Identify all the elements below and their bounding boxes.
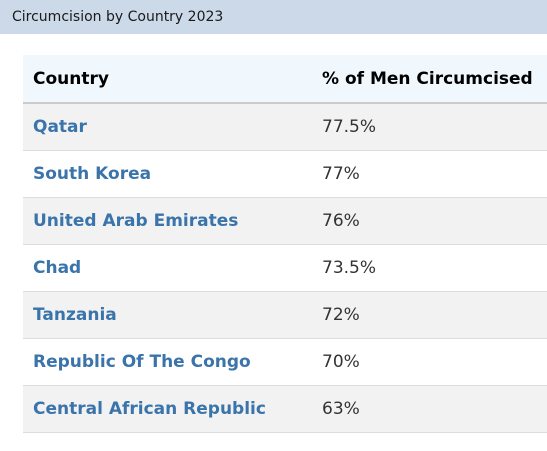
country-link[interactable]: Tanzania <box>23 291 312 339</box>
table-row: Qatar 77.5% <box>23 103 547 151</box>
percent-cell: 77.5% <box>312 103 547 151</box>
data-table-container: Country % of Men Circumcised Qatar 77.5%… <box>23 55 547 433</box>
percent-cell: 73.5% <box>312 244 547 292</box>
percent-cell: 72% <box>312 291 547 339</box>
table-row: Tanzania 72% <box>23 291 547 339</box>
country-link[interactable]: Central African Republic <box>23 385 312 433</box>
data-table: Country % of Men Circumcised Qatar 77.5%… <box>23 55 547 433</box>
column-header-country[interactable]: Country <box>23 55 312 104</box>
percent-cell: 70% <box>312 338 547 386</box>
table-row: Chad 73.5% <box>23 244 547 292</box>
column-header-percent[interactable]: % of Men Circumcised <box>312 55 547 104</box>
country-link[interactable]: Qatar <box>23 103 312 151</box>
table-header-row: Country % of Men Circumcised <box>23 55 547 104</box>
table-row: Central African Republic 63% <box>23 385 547 433</box>
country-link[interactable]: United Arab Emirates <box>23 197 312 245</box>
percent-cell: 63% <box>312 385 547 433</box>
country-link[interactable]: Chad <box>23 244 312 292</box>
country-link[interactable]: South Korea <box>23 150 312 198</box>
title-bar: Circumcision by Country 2023 <box>0 0 547 34</box>
percent-cell: 77% <box>312 150 547 198</box>
table-row: South Korea 77% <box>23 150 547 198</box>
table-row: Republic Of The Congo 70% <box>23 338 547 386</box>
percent-cell: 76% <box>312 197 547 245</box>
page-title: Circumcision by Country 2023 <box>12 9 224 25</box>
country-link[interactable]: Republic Of The Congo <box>23 338 312 386</box>
table-row: United Arab Emirates 76% <box>23 197 547 245</box>
